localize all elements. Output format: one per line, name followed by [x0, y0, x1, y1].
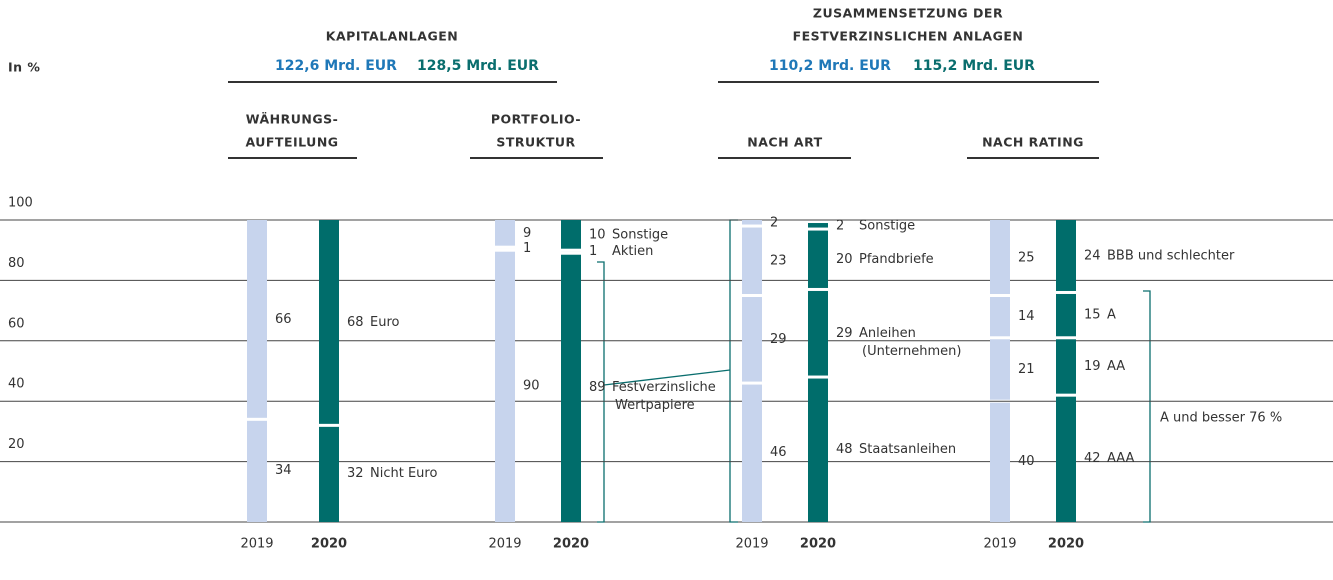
bar-segment [1056, 220, 1076, 291]
connector [603, 369, 731, 386]
value-label: 15 [1084, 308, 1101, 323]
header-title: FESTVERZINSLICHEN ANLAGEN [793, 29, 1024, 44]
value-label: 68 [347, 315, 364, 330]
value-label: 90 [523, 379, 540, 394]
year-label: 2019 [488, 537, 521, 552]
bar-segment [1056, 293, 1076, 337]
value-label: 24 [1084, 249, 1101, 264]
group-title: NACH ART [747, 135, 822, 150]
category-label: Festverzinsliche [612, 380, 716, 395]
bar-segment [742, 297, 762, 382]
value-label: 14 [1018, 309, 1035, 324]
annotation: A und besser 76 % [1160, 411, 1282, 426]
value-label: 9 [523, 226, 531, 241]
value-label: 42 [1084, 451, 1101, 466]
category-label: Anleihen [859, 326, 916, 341]
group-title: PORTFOLIO- [491, 112, 581, 127]
y-tick-label: 20 [8, 437, 25, 452]
category-label: (Unternehmen) [862, 344, 962, 359]
bar-segment [247, 420, 267, 522]
bracket [729, 219, 738, 523]
group-title: NACH RATING [982, 135, 1084, 150]
value-label: 21 [1018, 362, 1035, 377]
value-label: 25 [1018, 250, 1035, 265]
bar-segment [742, 384, 762, 522]
value-label: 1 [589, 244, 597, 259]
value-label: 48 [836, 442, 853, 457]
bar-segment [1056, 339, 1076, 394]
header-total: 110,2 Mrd. EUR [769, 58, 891, 74]
value-label: 89 [589, 380, 606, 395]
year-label: 2020 [800, 537, 836, 552]
value-label: 1 [523, 241, 531, 256]
bar-segment [990, 297, 1010, 337]
header-title: ZUSAMMENSETZUNG DER [813, 6, 1003, 21]
value-label: 34 [275, 463, 292, 478]
bracket [597, 261, 605, 523]
category-label: AA [1107, 359, 1125, 374]
category-label: Sonstige [859, 219, 915, 234]
category-label: BBB und schlechter [1107, 249, 1235, 264]
year-label: 2019 [983, 537, 1016, 552]
bar-segment [247, 220, 267, 418]
category-label: Nicht Euro [370, 466, 437, 481]
y-label: In % [8, 60, 40, 75]
bar-segment [808, 378, 828, 522]
header-title: KAPITALANLAGEN [326, 29, 458, 44]
value-label: 32 [347, 466, 364, 481]
y-tick-label: 100 [8, 196, 33, 211]
bar-segment [561, 254, 581, 522]
value-label: 19 [1084, 359, 1101, 374]
group-title: STRUKTUR [496, 135, 575, 150]
header-total: 115,2 Mrd. EUR [913, 58, 1035, 74]
y-tick-label: 80 [8, 256, 25, 271]
year-label: 2020 [311, 537, 347, 552]
category-label: Euro [370, 315, 400, 330]
bar-segment [808, 223, 828, 228]
value-label: 20 [836, 252, 853, 267]
category-label: A [1107, 308, 1116, 323]
year-label: 2019 [735, 537, 768, 552]
bar-segment [808, 230, 828, 288]
bracket [1143, 290, 1151, 523]
y-tick-label: 60 [8, 316, 25, 331]
value-label: 2 [770, 216, 778, 231]
category-label: Pfandbriefe [859, 252, 934, 267]
bar-segment [742, 220, 762, 225]
bar-segment [808, 290, 828, 376]
category-label: AAA [1107, 451, 1135, 466]
header-total: 122,6 Mrd. EUR [275, 58, 397, 74]
year-label: 2020 [1048, 537, 1084, 552]
bar-segment [990, 220, 1010, 294]
year-label: 2019 [240, 537, 273, 552]
value-label: 46 [770, 445, 787, 460]
value-label: 40 [1018, 454, 1035, 469]
bar-segment [319, 220, 339, 424]
bar-segment [495, 251, 515, 522]
bar-segment [319, 426, 339, 522]
category-label: Aktien [612, 244, 653, 259]
header-total: 128,5 Mrd. EUR [417, 58, 539, 74]
bar-segment [1056, 396, 1076, 522]
bar-segment [742, 227, 762, 294]
year-label: 2020 [553, 537, 589, 552]
group-title: WÄHRUNGS- [246, 112, 339, 127]
bar-segment [990, 402, 1010, 522]
category-label: Wertpapiere [615, 398, 695, 413]
group-title: AUFTEILUNG [245, 135, 338, 150]
bar-segment [495, 220, 515, 246]
bar-segment [990, 339, 1010, 400]
value-label: 29 [836, 326, 853, 341]
value-label: 10 [589, 228, 606, 243]
category-label: Sonstige [612, 228, 668, 243]
value-label: 23 [770, 253, 787, 268]
value-label: 2 [836, 219, 844, 234]
y-tick-label: 40 [8, 377, 25, 392]
category-label: Staatsanleihen [859, 442, 956, 457]
value-label: 66 [275, 312, 292, 327]
bar-segment [561, 220, 581, 249]
value-label: 29 [770, 332, 787, 347]
